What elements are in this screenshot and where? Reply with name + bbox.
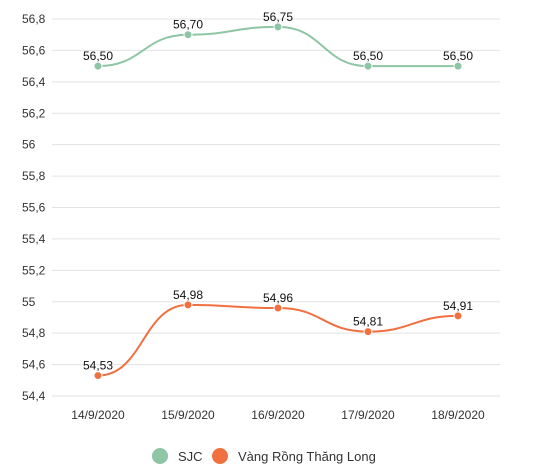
y-tick-label: 55,4: [22, 232, 46, 246]
legend-label-vang-rong-thang-long[interactable]: Vàng Rồng Thăng Long: [238, 449, 376, 464]
data-labels: 56,50 56,70 56,75 56,50 56,50 54,53 54,98 54,96…: [83, 10, 473, 373]
y-tick-label: 55,8: [22, 169, 46, 183]
y-tick-label: 56,6: [22, 43, 46, 57]
x-tick-label: 16/9/2020: [251, 408, 305, 422]
y-tick-label: 55: [22, 295, 36, 309]
series-lines: [93, 22, 463, 381]
legend: SJC Vàng Rồng Thăng Long: [152, 448, 376, 464]
y-tick-label: 55,6: [22, 201, 46, 215]
y-tick-label: 54,6: [22, 358, 46, 372]
data-point-vang-rong-thang-long[interactable]: [273, 303, 283, 313]
series-line-sjc: [97, 25, 458, 68]
data-point-vang-rong-thang-long[interactable]: [453, 311, 463, 321]
y-tick-label: 54,4: [22, 389, 46, 403]
data-label-sjc: 56,70: [173, 18, 203, 32]
legend-label-sjc[interactable]: SJC: [178, 449, 203, 464]
data-label-vang-rong-thang-long: 54,96: [263, 291, 293, 305]
y-axis-ticks: 56,8 56,6 56,4 56,2 56 55,8 55,6 55,4 55,2 55 54,8…: [22, 12, 46, 403]
y-tick-label: 56,4: [22, 75, 46, 89]
x-tick-label: 18/9/2020: [431, 408, 485, 422]
x-tick-label: 17/9/2020: [341, 408, 395, 422]
data-point-vang-rong-thang-long[interactable]: [183, 300, 193, 310]
x-tick-label: 14/9/2020: [71, 408, 125, 422]
legend-swatch-sjc[interactable]: [152, 448, 168, 464]
data-point-sjc[interactable]: [453, 61, 463, 71]
data-label-vang-rong-thang-long: 54,91: [443, 299, 473, 313]
data-label-sjc: 56,50: [353, 49, 383, 63]
data-label-sjc: 56,50: [443, 49, 473, 63]
y-tick-label: 55,2: [22, 263, 46, 277]
data-label-vang-rong-thang-long: 54,98: [173, 288, 203, 302]
data-label-vang-rong-thang-long: 54,53: [83, 359, 113, 373]
y-tick-label: 56,2: [22, 106, 46, 120]
y-tick-label: 56,8: [22, 12, 46, 26]
x-tick-label: 15/9/2020: [161, 408, 215, 422]
y-tick-label: 56: [22, 138, 36, 152]
data-label-vang-rong-thang-long: 54,81: [353, 315, 383, 329]
data-label-sjc: 56,75: [263, 10, 293, 24]
data-point-sjc[interactable]: [363, 61, 373, 71]
data-point-vang-rong-thang-long[interactable]: [93, 371, 103, 381]
data-point-sjc[interactable]: [93, 61, 103, 71]
x-axis-ticks: 14/9/2020 15/9/2020 16/9/2020 17/9/2020 18/9…: [71, 408, 485, 422]
data-point-sjc[interactable]: [273, 22, 283, 32]
y-tick-label: 54,8: [22, 326, 46, 340]
data-point-vang-rong-thang-long[interactable]: [363, 327, 373, 337]
data-point-sjc[interactable]: [183, 30, 193, 40]
legend-swatch-vang-rong-thang-long[interactable]: [212, 448, 228, 464]
data-label-sjc: 56,50: [83, 49, 113, 63]
grid-lines: [52, 18, 500, 397]
